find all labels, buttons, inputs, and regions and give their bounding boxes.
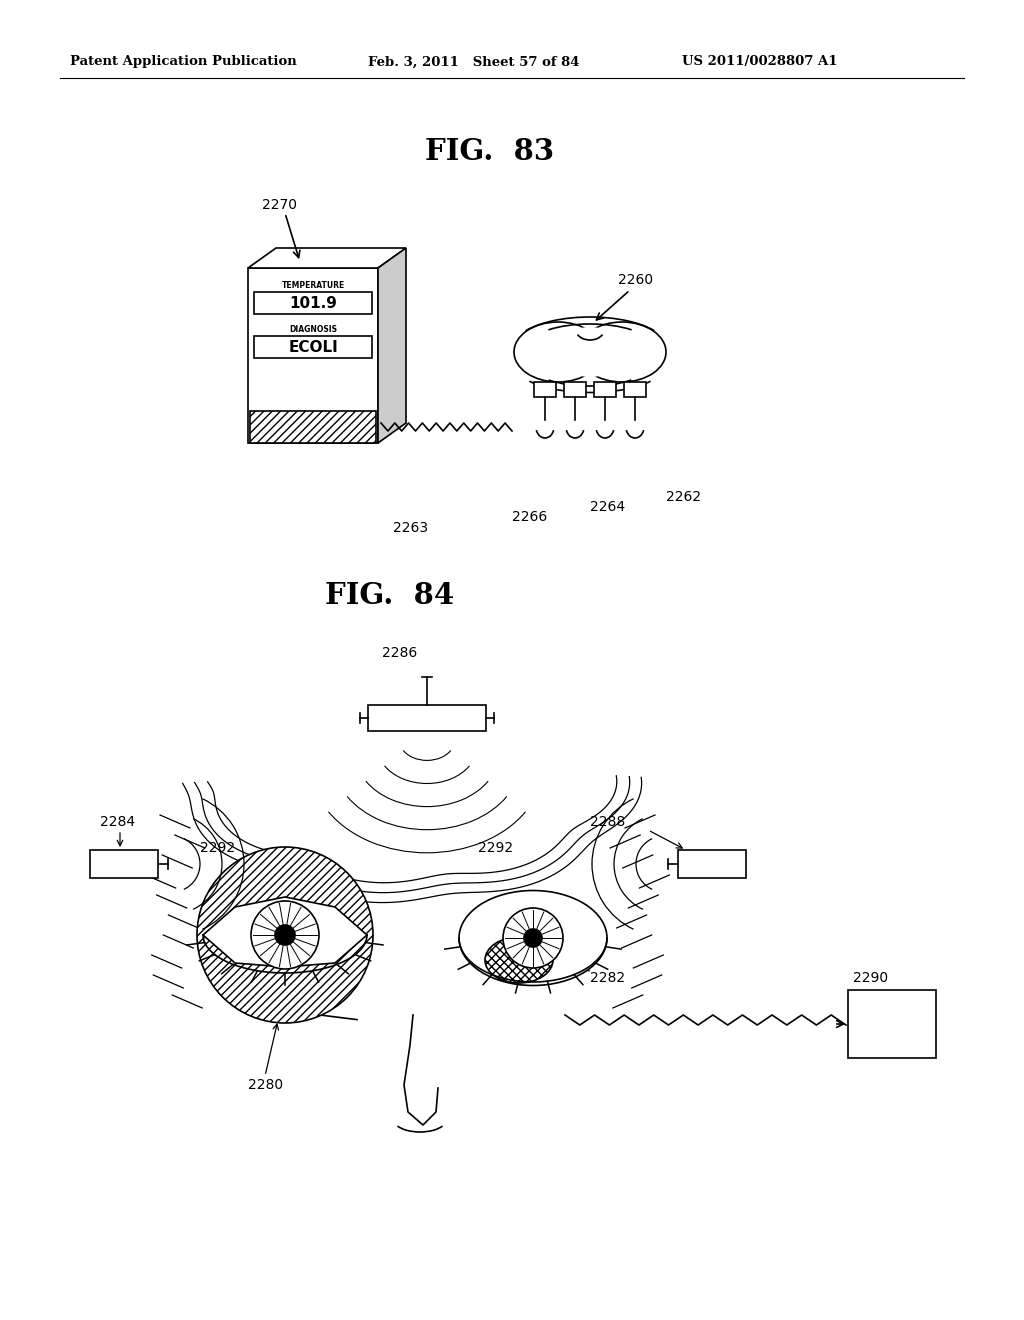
Text: ECOLI: ECOLI xyxy=(288,339,338,355)
Text: 2292: 2292 xyxy=(200,841,236,855)
Text: 2270: 2270 xyxy=(262,198,297,213)
Ellipse shape xyxy=(578,322,666,381)
Text: FIG.  84: FIG. 84 xyxy=(326,581,455,610)
Circle shape xyxy=(197,847,373,1023)
Text: 2262: 2262 xyxy=(666,490,701,504)
Text: 2282: 2282 xyxy=(590,972,625,985)
Circle shape xyxy=(503,908,563,968)
Bar xyxy=(594,381,616,397)
Bar xyxy=(624,381,646,397)
Bar xyxy=(254,337,372,358)
Bar xyxy=(564,381,586,397)
Circle shape xyxy=(251,902,319,969)
Text: US 2011/0028807 A1: US 2011/0028807 A1 xyxy=(682,55,838,69)
Ellipse shape xyxy=(485,937,553,983)
Bar xyxy=(678,850,746,878)
Text: 2286: 2286 xyxy=(382,645,417,660)
Text: 2280: 2280 xyxy=(248,1078,283,1092)
Ellipse shape xyxy=(459,891,607,986)
Text: 2264: 2264 xyxy=(591,500,626,513)
Circle shape xyxy=(524,929,542,946)
Text: 2263: 2263 xyxy=(393,521,428,535)
Circle shape xyxy=(275,925,295,945)
Text: TEMPERATURE: TEMPERATURE xyxy=(282,281,345,289)
Text: 2284: 2284 xyxy=(100,814,135,829)
Bar xyxy=(848,990,936,1059)
Text: FIG.  83: FIG. 83 xyxy=(425,137,555,166)
Ellipse shape xyxy=(514,322,602,381)
Text: 2288: 2288 xyxy=(590,814,626,829)
Ellipse shape xyxy=(555,327,625,378)
Polygon shape xyxy=(378,248,406,444)
Bar xyxy=(248,268,378,444)
Bar xyxy=(90,850,158,878)
Bar xyxy=(534,381,556,397)
Polygon shape xyxy=(203,898,367,968)
Polygon shape xyxy=(248,248,406,268)
Text: 2292: 2292 xyxy=(478,841,513,855)
Bar xyxy=(254,292,372,314)
Text: Patent Application Publication: Patent Application Publication xyxy=(70,55,297,69)
Text: DIAGNOSIS: DIAGNOSIS xyxy=(289,325,337,334)
Text: 101.9: 101.9 xyxy=(289,296,337,310)
Text: 2290: 2290 xyxy=(853,972,888,985)
Text: 2260: 2260 xyxy=(618,273,653,286)
Bar xyxy=(368,705,486,731)
Bar xyxy=(250,411,376,444)
Text: 2266: 2266 xyxy=(512,510,548,524)
Text: Feb. 3, 2011   Sheet 57 of 84: Feb. 3, 2011 Sheet 57 of 84 xyxy=(368,55,580,69)
